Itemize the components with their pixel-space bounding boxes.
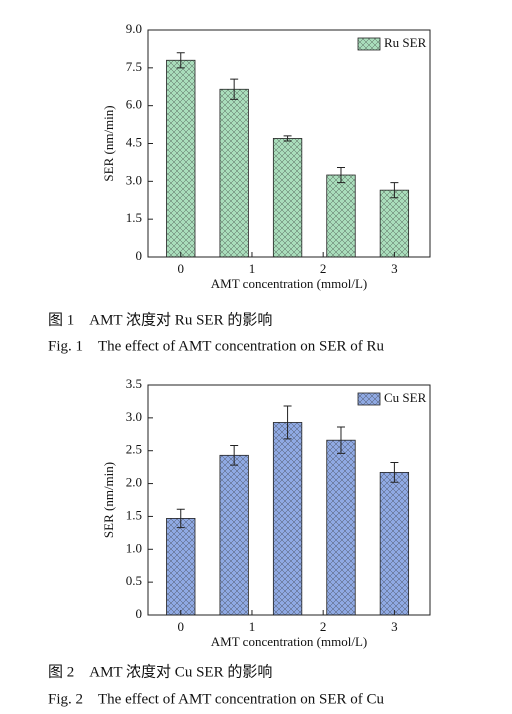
y-tick-label: 1.0: [126, 540, 142, 555]
bar: [379, 471, 410, 616]
x-tick-label: 0: [178, 619, 185, 634]
error-bar: [176, 508, 185, 529]
error-bar: [390, 462, 399, 483]
y-tick-label: 3.0: [126, 409, 142, 424]
bar: [326, 439, 356, 616]
bar: [166, 59, 196, 258]
bar: [219, 88, 249, 258]
legend-swatch: [357, 37, 381, 51]
y-tick-label: 9.0: [126, 21, 142, 36]
caption-en: Fig. 2 The effect of AMT concentration o…: [48, 691, 385, 707]
y-tick-label: 1.5: [126, 507, 142, 522]
y-axis-label: SER (nm/min): [101, 462, 116, 538]
error-bar: [230, 444, 239, 466]
y-axis-label: SER (nm/min): [101, 105, 116, 181]
x-tick-label: 1: [249, 261, 256, 276]
x-tick-label: 1: [249, 619, 256, 634]
caption: 图 1 AMT 浓度对 Ru SER 的影响: [48, 311, 272, 328]
legend-swatch: [357, 392, 381, 406]
caption-en: Fig. 1 The effect of AMT concentration o…: [48, 338, 385, 354]
legend-label: Ru SER: [384, 35, 427, 50]
legend-label: Cu SER: [384, 390, 427, 405]
y-tick-label: 2.5: [126, 442, 142, 457]
x-tick-label: 2: [320, 261, 327, 276]
y-tick-label: 1.5: [126, 210, 142, 225]
y-tick-label: 6.0: [126, 97, 142, 112]
error-bar: [336, 166, 345, 184]
y-tick-label: 3.0: [126, 172, 142, 187]
error-bar: [283, 135, 292, 142]
bar: [219, 454, 249, 616]
bar: [272, 422, 303, 616]
error-bar: [283, 405, 292, 440]
x-tick-label: 0: [178, 261, 185, 276]
y-tick-label: 4.5: [126, 134, 142, 149]
error-bar: [390, 182, 399, 199]
x-axis-label: AMT concentration (mmol/L): [211, 276, 367, 291]
y-tick-label: 0: [136, 248, 143, 263]
bar: [326, 174, 356, 258]
x-tick-label: 3: [391, 261, 398, 276]
caption: 图 2 AMT 浓度对 Cu SER 的影响: [48, 663, 272, 680]
y-tick-label: 7.5: [126, 59, 142, 74]
x-tick-label: 3: [391, 619, 398, 634]
y-tick-label: 0: [136, 606, 143, 621]
bar: [166, 518, 196, 616]
y-tick-label: 0.5: [126, 573, 142, 588]
error-bar: [336, 426, 345, 454]
y-tick-label: 3.5: [126, 376, 142, 391]
bar: [379, 189, 410, 258]
y-tick-label: 2.0: [126, 475, 142, 490]
x-tick-label: 2: [320, 619, 327, 634]
x-axis-label: AMT concentration (mmol/L): [211, 634, 367, 649]
error-bar: [230, 78, 239, 100]
error-bar: [176, 52, 185, 69]
plot-frame: [147, 384, 431, 616]
bar: [272, 138, 303, 258]
